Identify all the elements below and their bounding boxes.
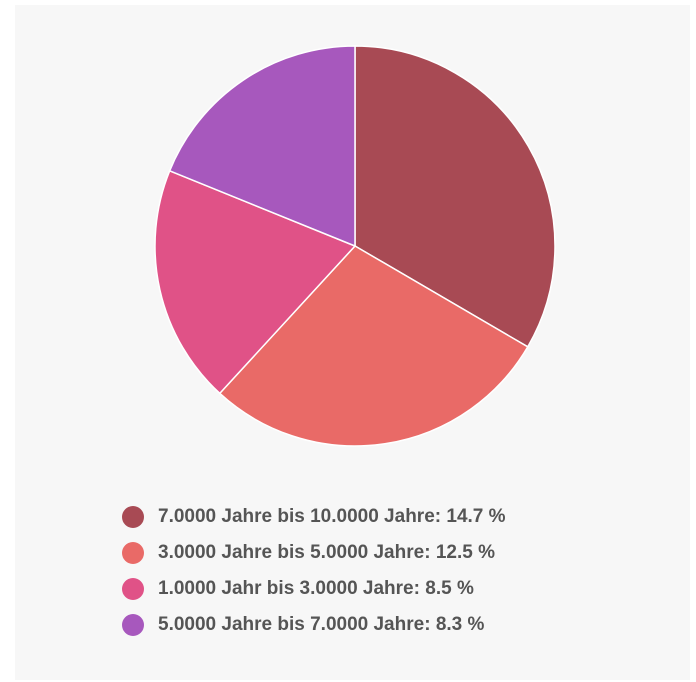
legend-marker bbox=[122, 578, 144, 600]
pie-slice bbox=[168, 45, 356, 248]
legend-category: 7.0000 Jahre bis 10.0000 Jahre: bbox=[158, 506, 441, 527]
legend-category: 3.0000 Jahre bis 5.0000 Jahre: bbox=[158, 542, 431, 563]
legend-marker bbox=[122, 614, 144, 636]
pie-slice bbox=[354, 45, 556, 348]
pie-slice bbox=[218, 245, 529, 447]
legend-label: 7.0000 Jahre bis 10.0000 Jahre: 14.7 % bbox=[158, 506, 506, 527]
legend-value: 8.3 % bbox=[436, 614, 485, 635]
legend-marker bbox=[122, 506, 144, 528]
legend-label: 5.0000 Jahre bis 7.0000 Jahre: 8.3 % bbox=[158, 614, 485, 635]
legend-label: 3.0000 Jahre bis 5.0000 Jahre: 12.5 % bbox=[158, 542, 495, 563]
legend-marker bbox=[122, 542, 144, 564]
legend-value: 8.5 % bbox=[425, 578, 474, 599]
legend-category: 5.0000 Jahre bis 7.0000 Jahre: bbox=[158, 614, 431, 635]
legend-value: 14.7 % bbox=[446, 506, 505, 527]
legend-label: 1.0000 Jahr bis 3.0000 Jahre: 8.5 % bbox=[158, 578, 474, 599]
legend-value: 12.5 % bbox=[436, 542, 495, 563]
legend-category: 1.0000 Jahr bis 3.0000 Jahre: bbox=[158, 578, 420, 599]
